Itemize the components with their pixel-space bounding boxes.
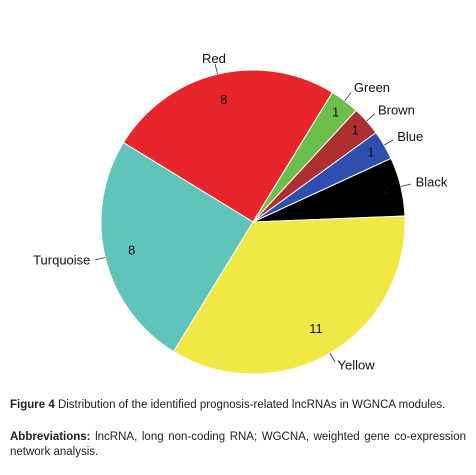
category-label: Brown (378, 102, 415, 117)
caption: Figure 4 Distribution of the identified … (10, 398, 466, 413)
leader-line (400, 183, 412, 187)
value-label: 8 (220, 92, 227, 107)
caption-label: Figure 4 (10, 399, 55, 411)
caption-text: Distribution of the identified prognosis… (57, 399, 446, 411)
leader-line (329, 352, 336, 363)
category-label: Yellow (338, 358, 376, 373)
value-label: 1 (367, 144, 374, 159)
value-label: 11 (309, 321, 323, 336)
abbreviations-label: Abbreviations: (10, 431, 91, 443)
chart: 8 Red 1 Green 1 Brown 1 Blue 2 Black 11 Yellow 8 Turq… (33, 51, 448, 375)
category-label: Black (416, 174, 448, 189)
leader-line (383, 139, 394, 146)
value-label: 1 (332, 104, 339, 119)
abbreviations: Abbreviations: lncRNA, long non-coding R… (10, 430, 466, 460)
value-label: 2 (382, 182, 389, 197)
category-label: Blue (397, 129, 423, 144)
category-label: Red (202, 51, 226, 66)
pie-slice (122, 69, 334, 223)
leader-line (344, 92, 352, 102)
leader-line (366, 113, 375, 122)
leader-line (214, 63, 218, 75)
abbreviations-text: lncRNA, long non-coding RNA; WGCNA, weig… (10, 431, 466, 458)
leader-line (94, 257, 106, 261)
category-label: Turquoise (33, 252, 90, 267)
pie-slice (100, 141, 254, 353)
category-label: Green (354, 80, 390, 95)
value-label: 8 (128, 243, 135, 258)
value-label: 1 (352, 123, 359, 138)
